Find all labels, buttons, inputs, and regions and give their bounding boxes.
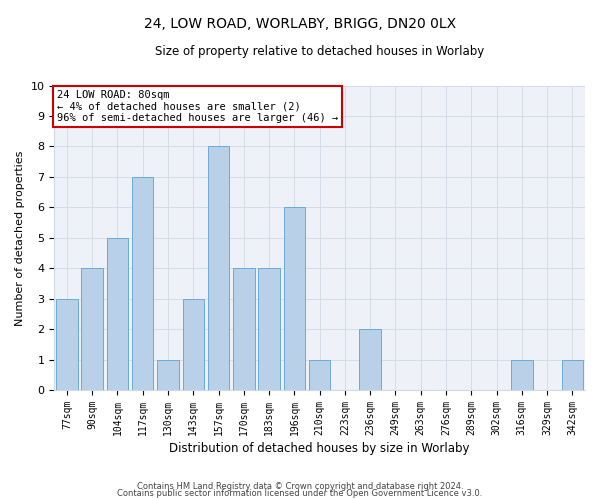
Bar bbox=[82, 268, 103, 390]
X-axis label: Distribution of detached houses by size in Worlaby: Distribution of detached houses by size … bbox=[169, 442, 470, 455]
Bar bbox=[208, 146, 229, 390]
Y-axis label: Number of detached properties: Number of detached properties bbox=[15, 150, 25, 326]
Bar bbox=[511, 360, 533, 390]
Bar bbox=[562, 360, 583, 390]
Text: Contains public sector information licensed under the Open Government Licence v3: Contains public sector information licen… bbox=[118, 490, 482, 498]
Bar bbox=[309, 360, 331, 390]
Bar bbox=[157, 360, 179, 390]
Text: 24 LOW ROAD: 80sqm
← 4% of detached houses are smaller (2)
96% of semi-detached : 24 LOW ROAD: 80sqm ← 4% of detached hous… bbox=[57, 90, 338, 124]
Bar bbox=[359, 329, 381, 390]
Bar bbox=[132, 177, 154, 390]
Title: Size of property relative to detached houses in Worlaby: Size of property relative to detached ho… bbox=[155, 45, 484, 58]
Bar bbox=[182, 298, 204, 390]
Bar bbox=[233, 268, 254, 390]
Bar bbox=[284, 208, 305, 390]
Bar bbox=[56, 298, 77, 390]
Text: 24, LOW ROAD, WORLABY, BRIGG, DN20 0LX: 24, LOW ROAD, WORLABY, BRIGG, DN20 0LX bbox=[144, 18, 456, 32]
Bar bbox=[107, 238, 128, 390]
Text: Contains HM Land Registry data © Crown copyright and database right 2024.: Contains HM Land Registry data © Crown c… bbox=[137, 482, 463, 491]
Bar bbox=[259, 268, 280, 390]
